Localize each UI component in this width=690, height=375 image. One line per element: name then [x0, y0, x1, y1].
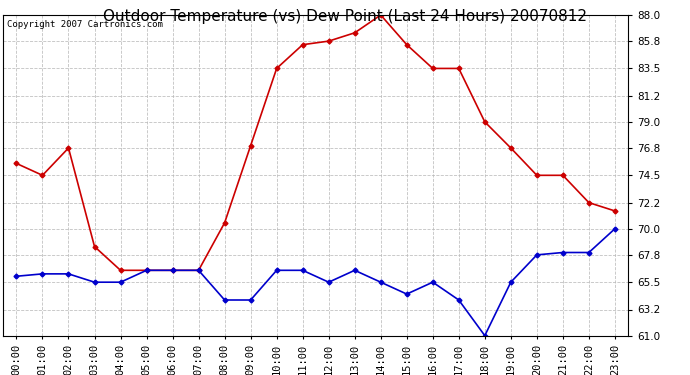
- Text: Copyright 2007 Cartronics.com: Copyright 2007 Cartronics.com: [7, 20, 162, 29]
- Text: Outdoor Temperature (vs) Dew Point (Last 24 Hours) 20070812: Outdoor Temperature (vs) Dew Point (Last…: [103, 9, 587, 24]
